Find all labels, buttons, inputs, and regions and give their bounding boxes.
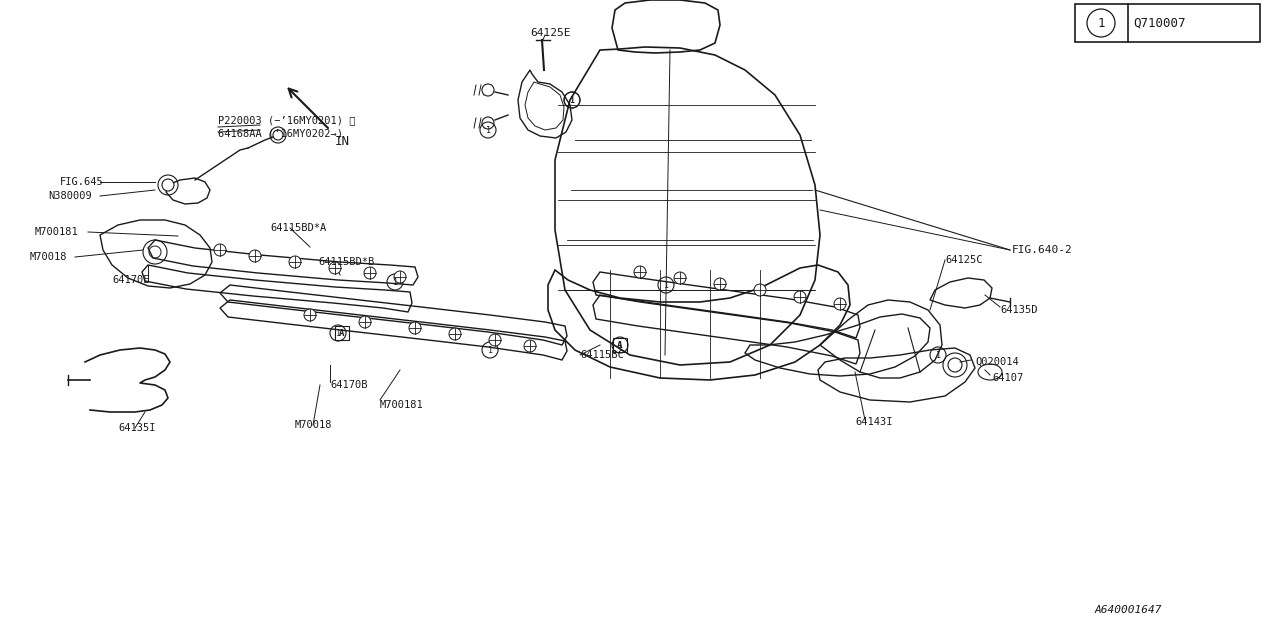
Text: 1: 1 bbox=[617, 340, 622, 349]
Text: 64135D: 64135D bbox=[1000, 305, 1038, 315]
Text: 64115BD*B: 64115BD*B bbox=[317, 257, 374, 267]
Circle shape bbox=[675, 272, 686, 284]
Circle shape bbox=[163, 179, 174, 191]
Text: 1: 1 bbox=[570, 95, 575, 104]
Circle shape bbox=[250, 250, 261, 262]
Text: 1: 1 bbox=[393, 278, 398, 287]
Circle shape bbox=[634, 266, 646, 278]
Text: 64170E: 64170E bbox=[113, 275, 150, 285]
Text: 1: 1 bbox=[488, 346, 493, 355]
Circle shape bbox=[835, 298, 846, 310]
Bar bbox=[335, 326, 349, 340]
Text: A640001647: A640001647 bbox=[1094, 605, 1162, 615]
Text: 64170B: 64170B bbox=[330, 380, 367, 390]
Text: A: A bbox=[339, 328, 344, 337]
Bar bbox=[1075, 4, 1260, 42]
Circle shape bbox=[364, 267, 376, 279]
Circle shape bbox=[794, 291, 806, 303]
Circle shape bbox=[714, 278, 726, 290]
Text: M700181: M700181 bbox=[380, 400, 424, 410]
Circle shape bbox=[489, 334, 500, 346]
Circle shape bbox=[358, 316, 371, 328]
Circle shape bbox=[273, 130, 283, 140]
Text: 1: 1 bbox=[1097, 17, 1105, 29]
Circle shape bbox=[483, 117, 494, 129]
Circle shape bbox=[289, 256, 301, 268]
Text: 1: 1 bbox=[663, 280, 668, 289]
Circle shape bbox=[329, 262, 340, 274]
Circle shape bbox=[214, 244, 227, 256]
Text: N380009: N380009 bbox=[49, 191, 92, 201]
Text: 64168AA (’16MY0202→): 64168AA (’16MY0202→) bbox=[218, 128, 343, 138]
Text: 1: 1 bbox=[485, 125, 490, 134]
Text: 64107: 64107 bbox=[992, 373, 1023, 383]
Text: M70018: M70018 bbox=[29, 252, 68, 262]
Circle shape bbox=[449, 328, 461, 340]
Text: 64125E: 64125E bbox=[530, 28, 571, 38]
Bar bbox=[613, 338, 627, 352]
Text: Q710007: Q710007 bbox=[1133, 17, 1185, 29]
Text: IN: IN bbox=[335, 135, 349, 148]
Text: 64135I: 64135I bbox=[118, 423, 155, 433]
Text: 1: 1 bbox=[335, 328, 340, 337]
Text: FIG.640-2: FIG.640-2 bbox=[1012, 245, 1073, 255]
Text: 64125C: 64125C bbox=[945, 255, 983, 265]
Text: Q020014: Q020014 bbox=[975, 357, 1019, 367]
Circle shape bbox=[483, 84, 494, 96]
Text: 64115BD*A: 64115BD*A bbox=[270, 223, 326, 233]
Text: 64115BC: 64115BC bbox=[580, 350, 623, 360]
Circle shape bbox=[754, 284, 765, 296]
Text: M70018: M70018 bbox=[294, 420, 333, 430]
Text: 64143I: 64143I bbox=[855, 417, 892, 427]
Circle shape bbox=[410, 322, 421, 334]
Text: 1: 1 bbox=[570, 95, 575, 104]
Text: M700181: M700181 bbox=[35, 227, 79, 237]
Circle shape bbox=[305, 309, 316, 321]
Text: P220003 (−’16MY0201) ①: P220003 (−’16MY0201) ① bbox=[218, 115, 356, 125]
Text: 1: 1 bbox=[936, 351, 941, 360]
Circle shape bbox=[524, 340, 536, 352]
Text: FIG.645: FIG.645 bbox=[60, 177, 104, 187]
Circle shape bbox=[394, 271, 406, 283]
Text: A: A bbox=[617, 340, 622, 349]
